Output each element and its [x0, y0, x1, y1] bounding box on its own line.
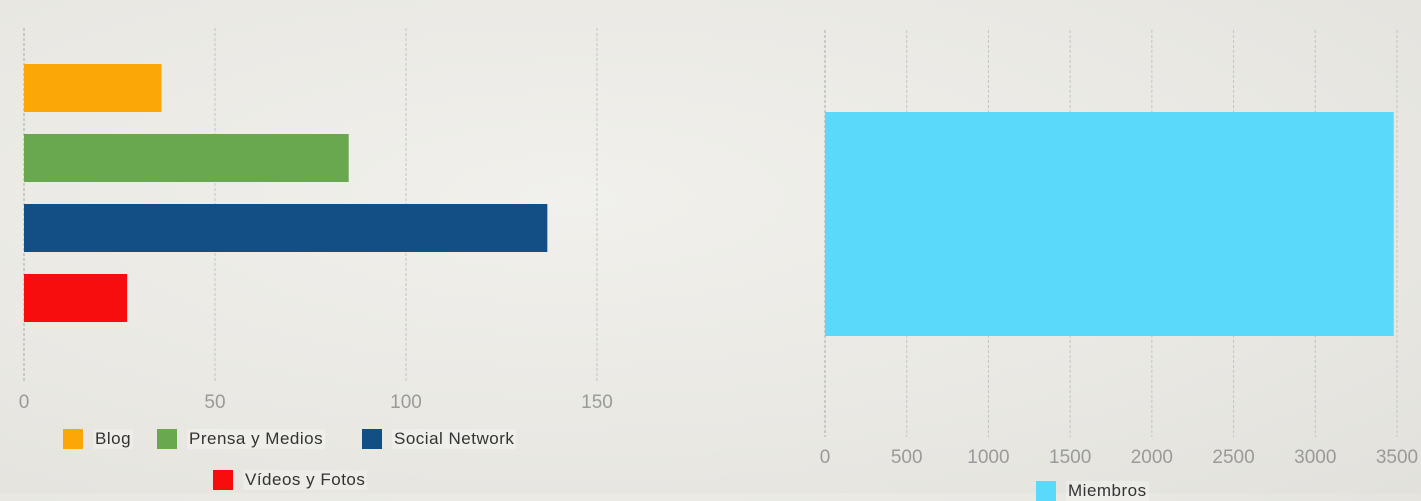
- chart-2-x-tick-label: 1000: [967, 447, 1009, 468]
- legend-swatch: [362, 429, 382, 449]
- chart-1-bar-blog[interactable]: [24, 64, 162, 112]
- chart-2-bar-miembros[interactable]: [825, 112, 1394, 336]
- chart-1-bar-social-network[interactable]: [24, 204, 548, 252]
- chart-1: 0 50 100 150: [19, 28, 613, 413]
- chart-1-bar-videos-y-fotos[interactable]: [24, 274, 128, 322]
- legend-label: Social Network: [392, 429, 517, 449]
- legend-swatch: [63, 429, 83, 449]
- chart-1-bar-prensa-y-medios[interactable]: [24, 134, 349, 182]
- chart-2-x-tick-label: 2500: [1212, 447, 1254, 468]
- chart-1-x-tick-label: 0: [19, 392, 30, 413]
- legend-label: Miembros: [1066, 481, 1149, 501]
- legend-item-videos-y-fotos[interactable]: Vídeos y Fotos: [213, 470, 368, 490]
- legend-item-prensa-y-medios[interactable]: Prensa y Medios: [157, 429, 326, 449]
- chart-2-x-tick-label: 1500: [1049, 447, 1091, 468]
- legend-item-social-network[interactable]: Social Network: [362, 429, 517, 449]
- chart-1-x-tick-label: 100: [390, 392, 422, 413]
- legend-item-miembros[interactable]: Miembros: [1036, 481, 1149, 501]
- legend-swatch: [1036, 481, 1056, 501]
- chart-2-x-tick-label: 500: [891, 447, 923, 468]
- legend-label: Blog: [93, 429, 134, 449]
- legend-item-blog[interactable]: Blog: [63, 429, 134, 449]
- chart-2: 0 500 1000 1500 2000 2500 3000 3500: [820, 30, 1418, 468]
- chart-2-x-tick-label: 3000: [1294, 447, 1336, 468]
- chart-1-x-tick-label: 150: [581, 392, 613, 413]
- legend-swatch: [157, 429, 177, 449]
- chart-2-x-tick-label: 3500: [1376, 447, 1418, 468]
- chart-1-x-tick-label: 50: [204, 392, 225, 413]
- chart-2-x-tick-label: 2000: [1131, 447, 1173, 468]
- chart-2-x-tick-label: 0: [820, 447, 831, 468]
- legend-label: Vídeos y Fotos: [243, 470, 368, 490]
- legend-swatch: [213, 470, 233, 490]
- legend-label: Prensa y Medios: [187, 429, 326, 449]
